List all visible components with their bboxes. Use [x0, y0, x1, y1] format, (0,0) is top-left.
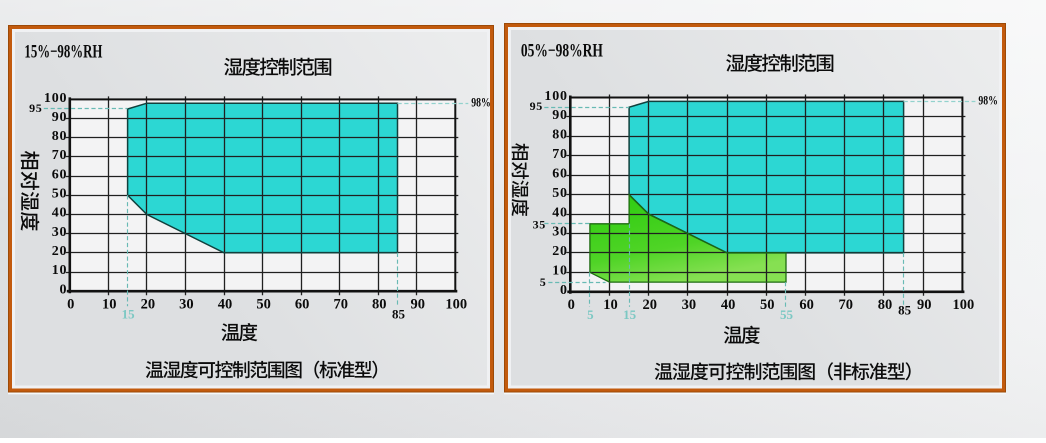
svg-text:50: 50: [552, 186, 568, 201]
svg-text:100: 100: [445, 297, 467, 313]
svg-text:40: 40: [52, 206, 68, 221]
svg-text:55: 55: [780, 307, 794, 322]
svg-text:0: 0: [568, 297, 575, 313]
svg-text:60: 60: [52, 167, 68, 182]
svg-text:70: 70: [552, 147, 568, 162]
svg-text:50: 50: [256, 297, 271, 313]
svg-text:30: 30: [179, 297, 194, 313]
svg-text:20: 20: [52, 244, 68, 259]
svg-text:80: 80: [372, 297, 387, 313]
svg-text:70: 70: [52, 148, 68, 163]
svg-text:0: 0: [67, 297, 74, 313]
svg-text:0: 0: [560, 283, 568, 298]
svg-text:80: 80: [878, 297, 893, 313]
svg-text:100: 100: [44, 91, 67, 106]
svg-text:100: 100: [544, 89, 567, 104]
svg-text:15%−98%RH: 15%−98%RH: [24, 42, 102, 63]
svg-text:85: 85: [898, 303, 912, 318]
svg-text:100: 100: [953, 297, 975, 313]
svg-text:50: 50: [52, 187, 68, 202]
svg-text:15: 15: [623, 307, 637, 322]
svg-text:10: 10: [52, 263, 68, 278]
svg-text:95: 95: [29, 101, 42, 115]
svg-text:15: 15: [122, 307, 136, 322]
svg-text:10: 10: [603, 297, 618, 313]
svg-text:05%−98%RH: 05%−98%RH: [521, 41, 603, 62]
svg-text:20: 20: [141, 297, 156, 313]
svg-text:70: 70: [333, 297, 348, 313]
svg-text:10: 10: [552, 264, 568, 279]
svg-text:90: 90: [411, 297, 426, 313]
svg-text:98%: 98%: [471, 96, 491, 110]
svg-text:30: 30: [682, 297, 697, 313]
svg-text:70: 70: [839, 297, 854, 313]
svg-text:80: 80: [52, 129, 68, 144]
svg-text:5: 5: [587, 307, 594, 322]
svg-text:10: 10: [102, 297, 117, 313]
svg-text:98%: 98%: [978, 94, 998, 108]
svg-text:90: 90: [52, 110, 68, 125]
svg-text:35: 35: [533, 217, 546, 231]
svg-text:20: 20: [642, 297, 657, 313]
svg-text:40: 40: [552, 205, 568, 220]
svg-text:60: 60: [799, 297, 814, 313]
svg-text:40: 40: [721, 297, 736, 313]
svg-text:20: 20: [552, 244, 568, 259]
svg-text:90: 90: [917, 297, 932, 313]
svg-text:30: 30: [52, 225, 68, 240]
svg-text:60: 60: [552, 166, 568, 181]
svg-text:60: 60: [295, 297, 310, 313]
svg-text:40: 40: [218, 297, 233, 313]
svg-text:30: 30: [552, 225, 568, 240]
svg-text:50: 50: [760, 297, 775, 313]
svg-text:90: 90: [552, 108, 568, 123]
svg-text:95: 95: [530, 99, 543, 113]
svg-text:80: 80: [552, 128, 568, 143]
svg-text:0: 0: [59, 282, 67, 297]
svg-text:85: 85: [392, 307, 406, 322]
svg-text:5: 5: [540, 275, 546, 289]
